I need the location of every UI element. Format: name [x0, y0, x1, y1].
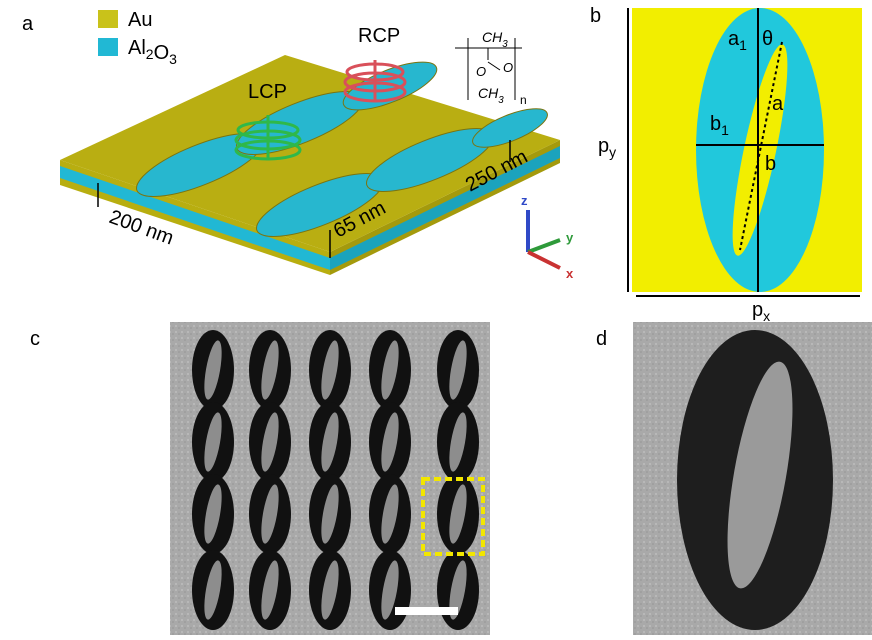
subscript: 3: [502, 39, 508, 50]
subscript: 3: [498, 95, 504, 106]
subscript: 1: [721, 122, 729, 138]
param-label: py: [598, 135, 616, 160]
scale-bar: [395, 607, 458, 615]
text: Au: [128, 9, 152, 31]
subscript: 2: [146, 46, 154, 62]
text: CH: [478, 85, 499, 101]
line: [528, 240, 560, 252]
subscript: y: [609, 144, 616, 160]
panel-d: d: [596, 322, 872, 635]
text: CH: [482, 29, 503, 45]
param-label: b: [765, 153, 776, 175]
formula-text: CH3: [482, 29, 508, 50]
panel-label: b: [590, 5, 601, 27]
formula-text: O: [503, 60, 513, 75]
rcp-label: RCP: [358, 25, 400, 47]
text: b: [710, 113, 721, 135]
panel-b: b a1 θ a b1 b py px: [590, 5, 862, 324]
axis-label: z: [521, 193, 528, 208]
text: p: [752, 299, 763, 321]
panel-label: c: [30, 328, 40, 350]
text: Al: [128, 37, 146, 59]
formula-text: CH3: [478, 85, 504, 106]
line: [528, 252, 560, 268]
legend-swatch: [98, 10, 118, 28]
panel-label: a: [22, 13, 34, 35]
subscript: x: [763, 308, 770, 324]
formula-text: n: [520, 93, 527, 107]
axis-triad: [528, 210, 560, 268]
text: p: [598, 135, 609, 157]
axis-label: y: [566, 230, 574, 245]
figure: a Au Al2O3 LCP RCP 200 nm 65 nm 250 nm z…: [0, 0, 872, 635]
axis-label: x: [566, 266, 574, 281]
param-label: a: [772, 93, 784, 115]
formula-text: O: [476, 64, 486, 79]
lcp-label: LCP: [248, 81, 287, 103]
panel-c: c: [30, 322, 490, 635]
param-label: θ: [762, 28, 773, 50]
subscript: 1: [739, 37, 747, 53]
line: [488, 62, 500, 70]
param-label: px: [752, 299, 770, 324]
subscript: 3: [169, 51, 177, 67]
panel-label: d: [596, 328, 607, 350]
legend-swatch: [98, 38, 118, 56]
panel-a: a Au Al2O3 LCP RCP 200 nm 65 nm 250 nm z…: [22, 9, 574, 281]
text: O: [154, 42, 170, 64]
legend-label: Au: [128, 9, 152, 31]
legend-label: Al2O3: [128, 37, 177, 67]
